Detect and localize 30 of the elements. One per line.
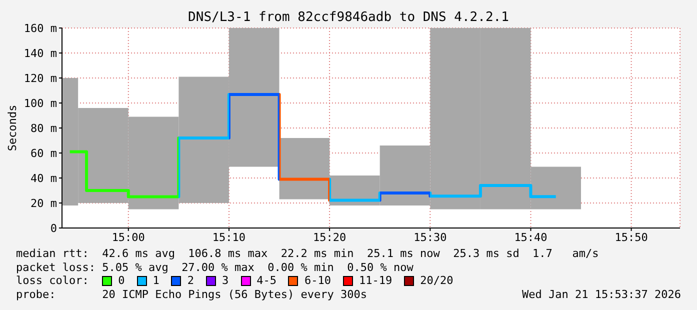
legend-label: 3 bbox=[222, 274, 229, 288]
y-tick-label: 160 m bbox=[24, 22, 58, 35]
text: Wed Jan 21 15:53:37 2026 bbox=[522, 288, 681, 302]
y-tick-label: 40 m bbox=[30, 172, 58, 185]
legend-label: 1 bbox=[152, 274, 160, 288]
text: packet loss: 5.05 % avg 27.00 % max 0.00 % min 0.50 % now bbox=[16, 260, 414, 274]
chart-title: DNS/L3-1 from 82ccf9846adb to DNS 4.2.2.1 bbox=[188, 10, 509, 25]
legend-label: 6-10 bbox=[304, 274, 331, 288]
legend-label: 20/20 bbox=[420, 274, 454, 288]
legend-title: loss color: bbox=[16, 274, 90, 288]
y-tick-label: 20 m bbox=[30, 196, 58, 210]
y-tick-label: 140 m bbox=[24, 46, 58, 60]
y-tick-label: 60 m bbox=[30, 146, 58, 160]
x-tick-label: 15:00 bbox=[112, 230, 145, 244]
legend-label: 0 bbox=[118, 274, 125, 288]
x-tick-label: 15:50 bbox=[614, 230, 648, 244]
legend-label: 4-5 bbox=[256, 274, 276, 288]
x-tick-label: 15:20 bbox=[312, 230, 346, 244]
x-tick-label: 15:40 bbox=[514, 230, 548, 244]
legend-label: 2 bbox=[187, 274, 194, 288]
y-tick-label: 0 bbox=[50, 222, 57, 235]
y-tick-label: 100 m bbox=[24, 96, 58, 110]
text: median rtt: 42.6 ms avg 106.8 ms max 22.2 ms min 25.1 ms now 25.3 ms sd 1.7 am/s bbox=[16, 247, 600, 261]
y-axis-title: Seconds bbox=[6, 104, 19, 152]
text: probe: 20 ICMP Echo Pings (56 Bytes) every 300s bbox=[16, 288, 367, 302]
y-tick-label: 80 m bbox=[30, 122, 58, 135]
x-tick-label: 15:10 bbox=[212, 230, 246, 244]
x-tick-label: 15:30 bbox=[414, 230, 447, 244]
legend-label: 11-19 bbox=[358, 274, 392, 288]
y-tick-label: 120 m bbox=[24, 72, 58, 85]
